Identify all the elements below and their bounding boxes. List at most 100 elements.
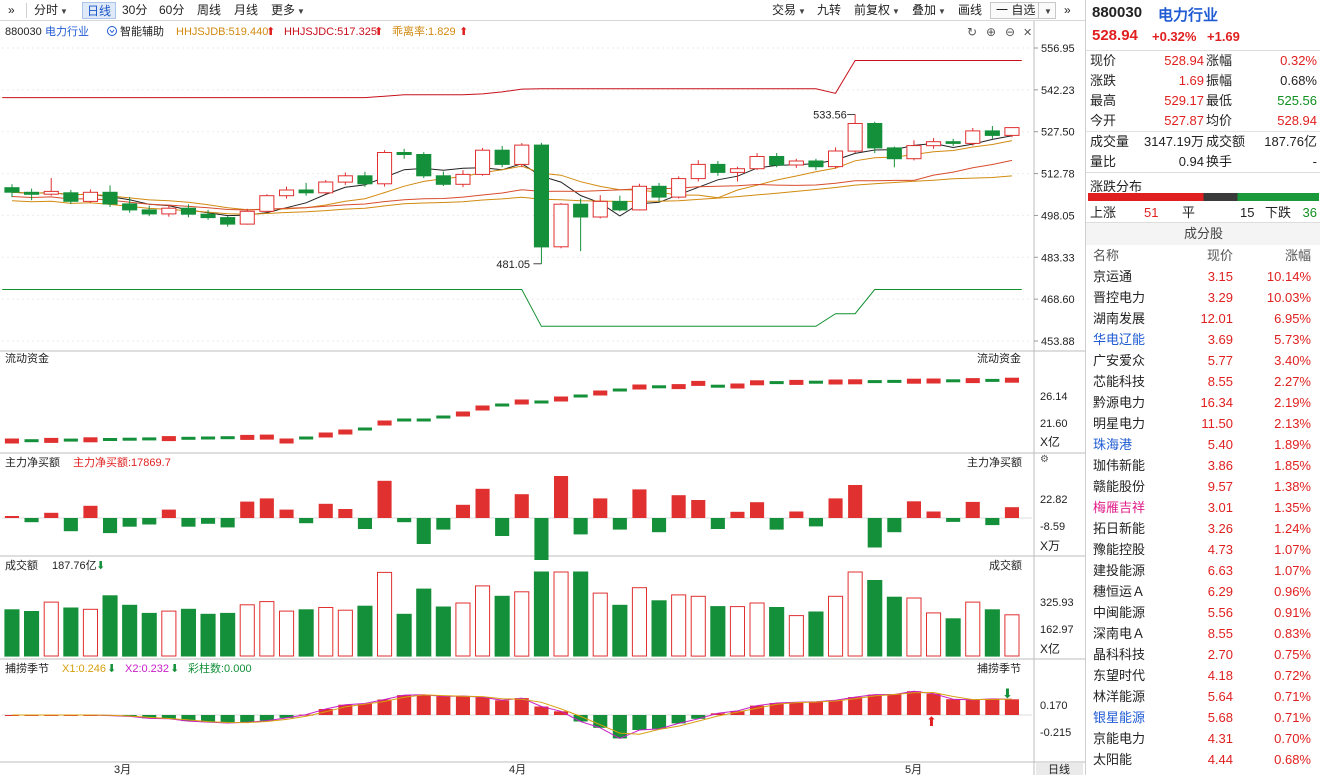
assist-toggle-icon[interactable]: [107, 26, 117, 36]
draw-button[interactable]: 画线: [958, 3, 983, 17]
tab-intraday[interactable]: 分时 ▼: [34, 3, 68, 17]
table-row[interactable]: 林洋能源 5.64 0.71%: [1086, 686, 1320, 707]
stock-name[interactable]: 拓日新能: [1093, 521, 1146, 536]
trade-menu[interactable]: 交易 ▼: [772, 3, 806, 17]
net-bar-positive: [1004, 507, 1019, 518]
stock-name[interactable]: 穗恒运Ａ: [1093, 584, 1146, 599]
stock-name[interactable]: 建投能源: [1093, 563, 1146, 578]
table-row[interactable]: 芯能科技 8.55 2.27%: [1086, 371, 1320, 392]
table-row[interactable]: 珠海港 5.40 1.89%: [1086, 434, 1320, 455]
stock-name[interactable]: 东望时代: [1093, 668, 1146, 683]
watchlist-dropdown[interactable]: ▼: [1038, 2, 1056, 19]
watchlist-button[interactable]: 一 自选: [990, 2, 1042, 19]
table-row[interactable]: 梅雁吉祥 3.01 1.35%: [1086, 497, 1320, 518]
header-price[interactable]: 现价: [1206, 248, 1233, 263]
table-row[interactable]: 湖南发展 12.01 6.95%: [1086, 308, 1320, 329]
quote-label: 今开: [1090, 113, 1117, 128]
header-change[interactable]: 涨幅: [1284, 248, 1311, 263]
net-bar-negative: [299, 518, 314, 524]
pane-settings-icon[interactable]: ⚙: [1040, 454, 1049, 465]
table-row[interactable]: 深南电Ａ 8.55 0.83%: [1086, 623, 1320, 644]
stock-name[interactable]: 赣能股份: [1093, 479, 1146, 494]
net-bar-positive: [554, 476, 569, 518]
stock-name[interactable]: 晋控电力: [1093, 290, 1146, 305]
net-bar-positive: [848, 485, 863, 518]
table-row[interactable]: 穗恒运Ａ 6.29 0.96%: [1086, 581, 1320, 602]
table-row[interactable]: 珈伟新能 3.86 1.85%: [1086, 455, 1320, 476]
stock-name[interactable]: 晶科科技: [1093, 647, 1146, 662]
table-row[interactable]: 晋控电力 3.29 10.03%: [1086, 287, 1320, 308]
tab-60min[interactable]: 60分: [159, 3, 185, 17]
table-row[interactable]: 太阳能 4.44 0.68%: [1086, 749, 1320, 770]
table-row[interactable]: 豫能控股 4.73 1.07%: [1086, 539, 1320, 560]
stock-name[interactable]: 珈伟新能: [1093, 458, 1146, 473]
refresh-icon[interactable]: ↻: [967, 25, 977, 39]
y-tick-label: 556.95: [1041, 43, 1075, 55]
candle-up: [631, 185, 648, 211]
tab-weekly[interactable]: 周线: [197, 3, 222, 17]
table-row[interactable]: 广安爱众 5.77 3.40%: [1086, 350, 1320, 371]
close-icon[interactable]: ✕: [1023, 27, 1032, 39]
zoom-in-icon[interactable]: ⊕: [986, 25, 996, 39]
expand-right-icon[interactable]: »: [1064, 3, 1071, 17]
tab-monthly[interactable]: 月线: [234, 3, 259, 17]
header-name[interactable]: 名称: [1093, 248, 1120, 263]
stock-name[interactable]: 芯能科技: [1093, 374, 1146, 389]
fund-pane-title-right: 流动资金: [977, 351, 1021, 365]
collapse-left-icon[interactable]: »: [8, 3, 15, 17]
stock-name[interactable]: 明星电力: [1093, 416, 1146, 431]
stock-name[interactable]: 深南电Ａ: [1093, 626, 1146, 641]
table-row[interactable]: 晶科科技 2.70 0.75%: [1086, 644, 1320, 665]
adjust-menu[interactable]: 前复权 ▼: [854, 3, 900, 17]
up-arrow-icon: ⬆: [459, 26, 468, 38]
stock-name[interactable]: 豫能控股: [1093, 542, 1146, 557]
stock-name[interactable]: 华电辽能: [1093, 332, 1146, 347]
quote-name[interactable]: 电力行业: [1158, 7, 1219, 24]
chart-area[interactable]: 880030 电力行业 智能辅助 HHJSJDB:519.440 ⬆ HHJSJ…: [0, 21, 1085, 775]
candle-up: [279, 189, 295, 197]
stock-name[interactable]: 京运通: [1093, 269, 1133, 284]
stock-name[interactable]: 广安爱众: [1093, 353, 1146, 368]
net-bar-positive: [514, 494, 529, 518]
overlay-menu[interactable]: 叠加 ▼: [912, 3, 946, 17]
table-row[interactable]: 银星能源 5.68 0.71%: [1086, 707, 1320, 728]
stock-name[interactable]: 珠海港: [1093, 437, 1133, 452]
stock-change: 1.24%: [1274, 521, 1311, 536]
nine-turn-button[interactable]: 九转: [817, 3, 842, 17]
stock-name[interactable]: 太阳能: [1093, 752, 1133, 767]
season-x2: X2:0.232: [125, 663, 169, 675]
fund-tick: 21.60: [1040, 418, 1068, 430]
net-bar-positive: [83, 505, 98, 518]
tab-daily[interactable]: 日线: [82, 2, 117, 19]
stock-name[interactable]: 黔源电力: [1093, 395, 1146, 410]
candle-down: [808, 160, 824, 168]
tab-more[interactable]: 更多 ▼: [271, 3, 305, 17]
stock-name[interactable]: 中闽能源: [1093, 605, 1146, 620]
stock-name[interactable]: 银星能源: [1093, 710, 1146, 725]
candle-up: [82, 191, 99, 202]
table-row[interactable]: 中闽能源 5.56 0.91%: [1086, 602, 1320, 623]
table-row[interactable]: 赣能股份 9.57 1.38%: [1086, 476, 1320, 497]
table-row[interactable]: 京能电力 4.31 0.70%: [1086, 728, 1320, 749]
table-row[interactable]: 黔源电力 16.34 2.19%: [1086, 392, 1320, 413]
amount-bar-down: [200, 613, 216, 657]
stock-name[interactable]: 京能电力: [1093, 731, 1146, 746]
zoom-out-icon[interactable]: ⊖: [1005, 25, 1015, 39]
net-pane-title: 主力净买额: [5, 455, 60, 469]
stock-name[interactable]: 林洋能源: [1093, 689, 1146, 704]
table-row[interactable]: 建投能源 6.63 1.07%: [1086, 560, 1320, 581]
quote-label: 涨跌: [1090, 73, 1117, 88]
net-bar-negative: [103, 518, 118, 534]
kline-chart[interactable]: 880030 电力行业 智能辅助 HHJSJDB:519.440 ⬆ HHJSJ…: [0, 21, 1085, 775]
table-row[interactable]: 明星电力 11.50 2.13%: [1086, 413, 1320, 434]
net-tick: 22.82: [1040, 494, 1068, 506]
table-row[interactable]: 华电辽能 3.69 5.73%: [1086, 329, 1320, 350]
stock-name[interactable]: 梅雁吉祥: [1093, 500, 1146, 515]
stock-name[interactable]: 湖南发展: [1093, 311, 1146, 326]
tab-30min[interactable]: 30分: [122, 3, 148, 17]
fund-bar: [887, 379, 902, 383]
table-row[interactable]: 拓日新能 3.26 1.24%: [1086, 518, 1320, 539]
table-row[interactable]: 东望时代 4.18 0.72%: [1086, 665, 1320, 686]
stock-price: 5.77: [1207, 353, 1233, 368]
table-row[interactable]: 京运通 3.15 10.14%: [1086, 266, 1320, 287]
